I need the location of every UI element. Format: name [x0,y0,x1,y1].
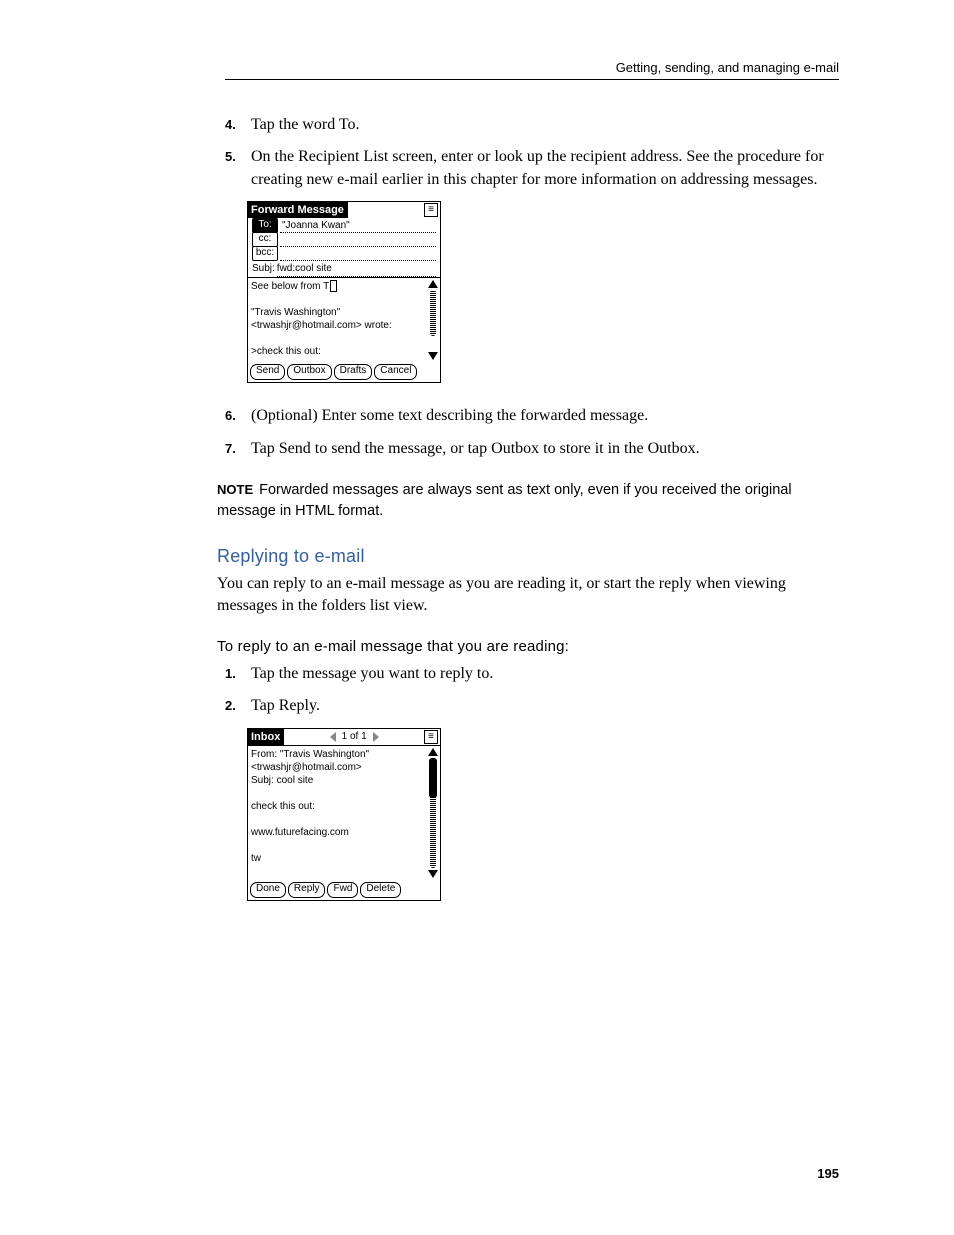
step-text: Tap Send to send the message, or tap Out… [251,438,839,460]
steps-bottom: 1. Tap the message you want to reply to.… [225,663,839,718]
text-cursor-icon [330,280,337,292]
body-text: >check this out: [251,346,321,357]
body-text: tw [251,853,261,864]
scroll-down-icon[interactable] [428,352,438,360]
bcc-field[interactable] [280,248,436,261]
subj-field[interactable]: fwd:cool site [277,262,436,277]
from-line: From: "Travis Washington" [251,749,369,760]
scroll-down-icon[interactable] [428,870,438,878]
note-label: NOTE [217,482,253,497]
running-header: Getting, sending, and managing e-mail [225,60,839,75]
page-number: 195 [817,1166,839,1181]
step-text: (Optional) Enter some text describing th… [251,405,839,427]
body-text: See below from T [251,281,329,292]
body-text: www.futurefacing.com [251,827,349,838]
step-number: 4. [225,114,251,136]
step-number: 6. [225,405,251,427]
done-button[interactable]: Done [250,882,286,898]
step-number: 7. [225,438,251,460]
step-number: 5. [225,146,251,168]
steps-mid: 6. (Optional) Enter some text describing… [225,405,839,460]
button-bar: Send Outbox Drafts Cancel [248,362,440,382]
from-email: <trwashjr@hotmail.com> [251,762,362,773]
bcc-label[interactable]: bcc: [252,246,278,261]
delete-button[interactable]: Delete [360,882,401,898]
header-rule [225,79,839,80]
section-heading: Replying to e-mail [217,546,839,567]
scrollbar[interactable] [430,758,436,868]
body-text: check this out: [251,801,315,812]
to-label[interactable]: To: [252,218,278,233]
forward-message-screenshot: Forward Message ≡ To: "Joanna Kwan" cc: … [247,201,441,383]
outbox-button[interactable]: Outbox [287,364,331,380]
step-text: Tap Reply. [251,695,839,717]
note-text: Forwarded messages are always sent as te… [217,482,792,519]
compose-body[interactable]: See below from T "Travis Washington" <tr… [248,277,440,362]
section-subheading: To reply to an e-mail message that you a… [217,638,839,655]
titlebar: Forward Message ≡ [248,202,440,218]
step-number: 2. [225,695,251,717]
body-text: <trwashjr@hotmail.com> wrote: [251,320,392,331]
inbox-screenshot: Inbox 1 of 1 ≡ From: "Travis Washington"… [247,728,441,901]
subj-label: Subj: [252,262,275,277]
cc-field[interactable] [280,234,436,247]
body-text: "Travis Washington" [251,307,340,318]
scroll-thumb[interactable] [429,758,437,798]
fields-area: To: "Joanna Kwan" cc: bcc: Subj: fwd:coo… [248,218,440,277]
step-text: On the Recipient List screen, enter or l… [251,146,839,191]
titlebar: Inbox 1 of 1 ≡ [248,729,440,745]
cc-label[interactable]: cc: [252,232,278,247]
section-paragraph: You can reply to an e-mail message as yo… [217,573,839,618]
drafts-button[interactable]: Drafts [334,364,373,380]
page: Getting, sending, and managing e-mail 4.… [0,0,954,1235]
menu-icon[interactable]: ≡ [424,730,438,744]
note-block: NOTEForwarded messages are always sent a… [217,480,839,522]
steps-top: 4. Tap the word To. 5. On the Recipient … [225,114,839,191]
cancel-button[interactable]: Cancel [374,364,417,380]
menu-icon[interactable]: ≡ [424,203,438,217]
prev-arrow-icon[interactable] [330,732,336,742]
subject-line: Subj: cool site [251,775,313,786]
scroll-up-icon[interactable] [428,748,438,756]
step-text: Tap the message you want to reply to. [251,663,839,685]
message-body: From: "Travis Washington" <trwashjr@hotm… [248,745,440,880]
message-counter: 1 of 1 [342,731,367,743]
window-title: Forward Message [248,202,348,218]
next-arrow-icon[interactable] [373,732,379,742]
step-text: Tap the word To. [251,114,839,136]
fwd-button[interactable]: Fwd [327,882,358,898]
button-bar: Done Reply Fwd Delete [248,880,440,900]
scrollbar[interactable] [430,290,436,336]
window-title: Inbox [248,729,284,745]
scroll-up-icon[interactable] [428,280,438,288]
reply-button[interactable]: Reply [288,882,326,898]
send-button[interactable]: Send [250,364,285,380]
step-number: 1. [225,663,251,685]
to-field[interactable]: "Joanna Kwan" [280,220,436,233]
